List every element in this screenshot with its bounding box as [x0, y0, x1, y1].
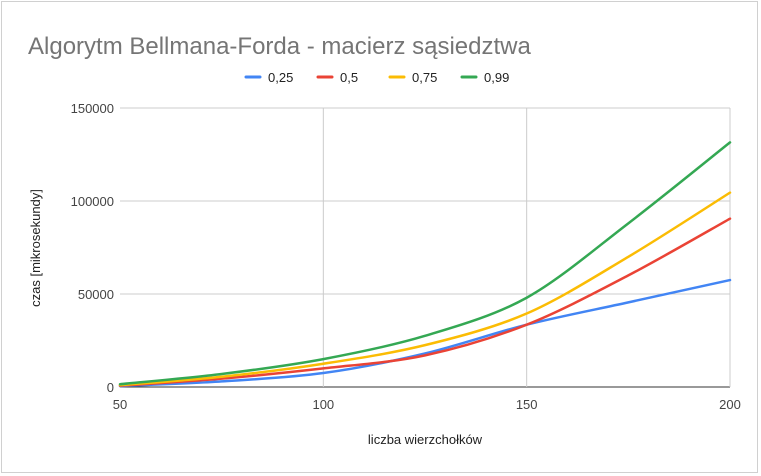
series-line-0-99 [118, 141, 732, 386]
x-tick-label: 100 [312, 397, 334, 412]
grid [120, 107, 731, 388]
series-line-0-25 [118, 278, 732, 388]
legend-label: 0,5 [340, 70, 358, 85]
y-axis-label: czas [mikrosekundy] [28, 189, 43, 307]
y-tick-label: 0 [107, 380, 114, 395]
y-tick-label: 100000 [71, 194, 114, 209]
legend-label: 0,99 [484, 70, 509, 85]
chart-title: Algorytm Bellmana-Forda - macierz sąsied… [28, 33, 531, 60]
series-line-0-75 [118, 191, 732, 387]
x-tick-label: 50 [113, 397, 127, 412]
legend-label: 0,75 [412, 70, 437, 85]
series-lines [118, 141, 732, 388]
x-tick-label: 200 [719, 397, 741, 412]
x-axis-label: liczba wierzchołków [368, 432, 483, 447]
y-axis-ticks: 0 50000 100000 150000 [71, 101, 114, 395]
y-tick-label: 150000 [71, 101, 114, 116]
x-tick-label: 150 [516, 397, 538, 412]
legend-label: 0,25 [268, 70, 293, 85]
x-axis-ticks: 50 100 150 200 [113, 397, 741, 412]
series-line-0-5 [118, 217, 732, 387]
legend: 0,25 0,5 0,75 0,99 [244, 70, 509, 85]
y-tick-label: 50000 [78, 287, 114, 302]
